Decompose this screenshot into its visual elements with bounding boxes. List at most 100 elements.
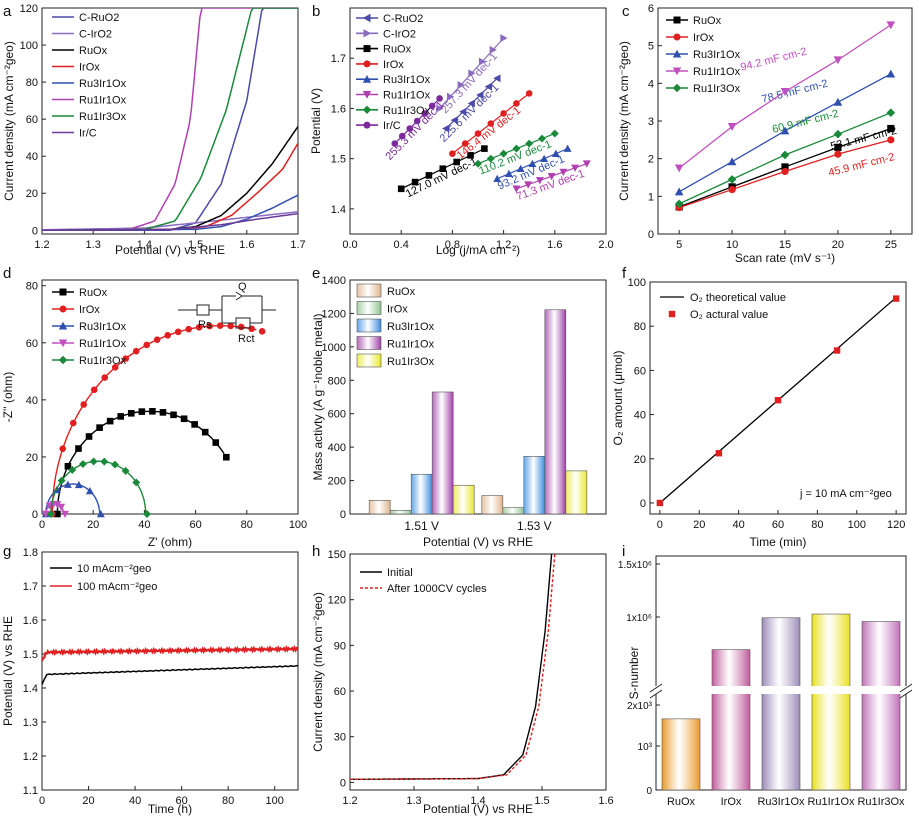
data-point (191, 421, 198, 428)
y-tick-label: 60 (26, 114, 38, 126)
legend-label: Ru1Ir3Ox (79, 355, 127, 367)
y-tick-label: 0 (640, 498, 646, 510)
data-point (672, 49, 682, 58)
x-tick-label: 120 (887, 519, 905, 531)
data-point (149, 408, 156, 415)
y-tick-label: 1.3 (23, 717, 38, 729)
panel-h: h 1.2 1.3 1.4 1.5 1.6 0 30 60 90 120 150 Potential (… (311, 543, 614, 816)
legend-label: Ru3Ir1Ox (79, 321, 127, 333)
data-point (74, 480, 83, 489)
bar-RuOx-1 (481, 495, 504, 515)
x-axis-label: Log (j/mA cm⁻²) (436, 243, 520, 257)
data-point (79, 460, 87, 469)
data-point (780, 150, 790, 160)
panel-e: e 0 200 400 600 800 1000 1200 1400 Potential (V) … (311, 265, 607, 549)
data-point (85, 486, 94, 495)
y-tick-label: 1.4 (331, 204, 346, 216)
data-point (421, 110, 428, 117)
legend-label: IrOx (693, 32, 714, 44)
data-point (886, 108, 896, 118)
y-tick-label: 80 (26, 77, 38, 89)
y-tick-label: 800 (328, 375, 346, 387)
x-tick-label: 80 (241, 519, 253, 531)
data-point (413, 117, 421, 125)
data-point (673, 33, 681, 41)
data-point (61, 510, 69, 518)
data-point (68, 465, 77, 474)
legend-label: Ru3Ir1Ox (387, 321, 435, 333)
stability-line-0 (41, 664, 299, 685)
data-point (195, 323, 203, 331)
data-point (834, 143, 842, 151)
equivalent-circuit: Q Rs Rct (178, 281, 276, 345)
data-point (674, 164, 684, 173)
x-tick-label: 1.6 (598, 795, 613, 807)
panel-a-frame (41, 7, 299, 235)
data-point (727, 157, 737, 166)
data-point (446, 92, 455, 101)
data-point (453, 158, 460, 166)
x-tick-label: 1.7 (290, 239, 305, 251)
y-tick-label: 150 (328, 549, 346, 561)
y-tick-label: 10³ (638, 742, 653, 753)
data-point (780, 126, 790, 135)
y-axis-label: Potential (V) vs RHE (1, 616, 15, 726)
data-point (58, 355, 68, 365)
data-point (132, 347, 140, 355)
data-point (833, 129, 843, 139)
data-point (106, 417, 114, 425)
legend-label: RuOx (693, 15, 722, 27)
data-point (672, 67, 682, 76)
data-point (780, 88, 790, 96)
x-tick-label: 1.2 (34, 239, 49, 251)
legend-label: Ru1Ir1Ox (693, 66, 741, 78)
data-point (481, 145, 488, 152)
legend-label: RuOx (79, 45, 108, 57)
x-tick-label: 0 (39, 519, 45, 531)
data-point (563, 144, 572, 152)
x-tick-label: 1.6 (239, 239, 254, 251)
bar-Ru3Ir1Ox (761, 617, 801, 791)
panel-label: g (3, 543, 11, 560)
y-tick-label: 20 (26, 452, 38, 464)
x-axis-label: Time (min) (750, 535, 807, 549)
data-point (41, 510, 50, 518)
data-point (516, 164, 525, 173)
data-point (474, 130, 482, 137)
data-point (111, 460, 119, 469)
x-tick-label: 20 (82, 795, 94, 807)
data-point (674, 187, 684, 196)
data-point (159, 409, 167, 416)
data-point (248, 325, 255, 333)
data-point (887, 136, 895, 144)
x-tick-label: 1.4 (470, 795, 485, 807)
y-tick-label: 1.7 (331, 53, 346, 65)
x-axis-label: Z' (ohm) (148, 535, 192, 549)
x-tick-label: 100 (848, 519, 866, 531)
y-tick-label: 2x10³ (627, 701, 653, 712)
data-point (887, 124, 895, 133)
data-point (571, 164, 580, 172)
data-point (886, 69, 896, 78)
y-tick-label: 60 (634, 365, 646, 377)
nyquist-fit (45, 483, 101, 515)
x-axis-label: Potential (V) vs RHE (423, 535, 533, 549)
data-point (504, 169, 513, 178)
data-point (96, 424, 103, 431)
category-label: 1.53 V (517, 519, 552, 533)
y-tick-label: 40 (634, 410, 646, 422)
bar-Ru1Ir1Ox (811, 613, 851, 791)
x-axis-label: Potential (V) vs RHE (423, 802, 533, 816)
x-tick-label: 0 (39, 795, 45, 807)
y-tick-label: 0 (340, 509, 346, 521)
data-point (547, 172, 556, 181)
panel-f: f 0 20 40 60 80 100 120 0 20 40 60 80 100 Time (min) O₂… (611, 265, 907, 549)
data-point (474, 159, 482, 168)
legend-label: Ru1Ir1Ox (387, 339, 435, 351)
data-point (101, 374, 109, 381)
x-tick-label: 0 (657, 519, 663, 531)
legend-swatch (356, 318, 382, 333)
data-point (467, 99, 475, 108)
panel-c: c 5 10 15 20 25 0 1 2 3 4 5 6 Scan rate (mV s⁻¹) Curre… (617, 3, 913, 265)
data-point (89, 457, 98, 466)
